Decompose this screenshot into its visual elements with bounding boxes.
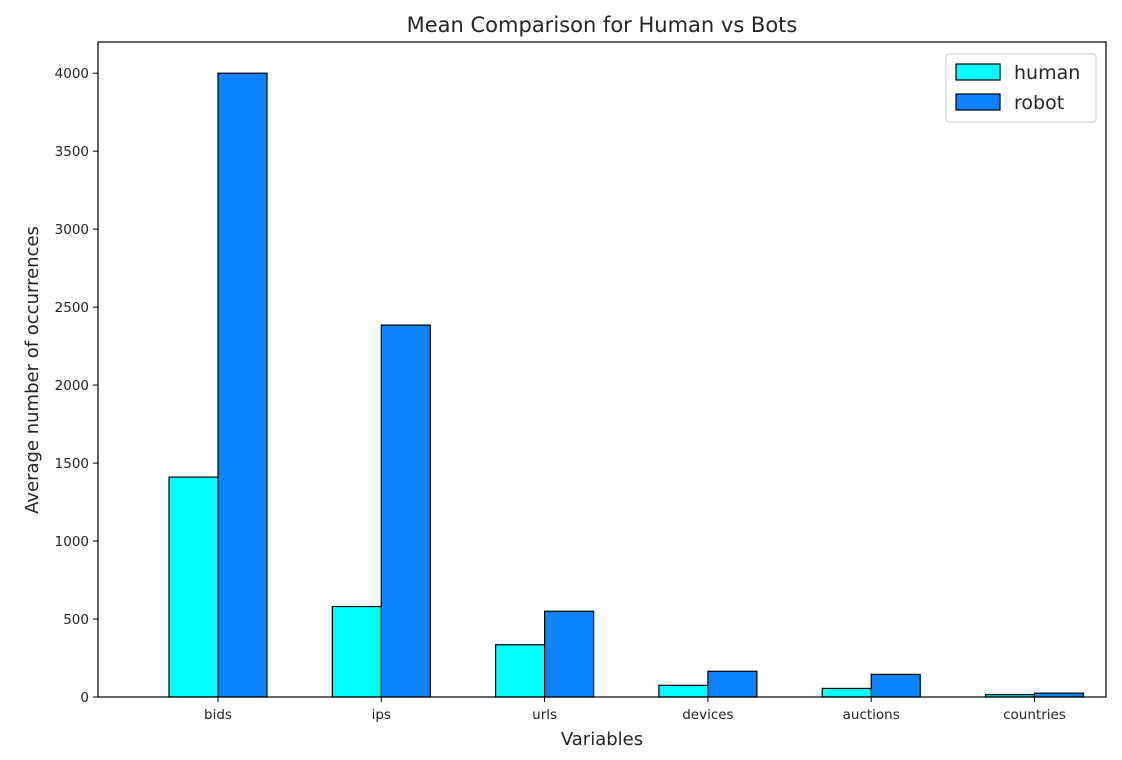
y-axis-label: Average number of occurrences [22,226,43,514]
bar-human-auctions [821,687,872,698]
legend-label-robot: robot [1014,92,1064,114]
x-axis-label: Variables [561,729,643,750]
legend: human robot [945,53,1097,123]
bar-robot-ips [380,324,431,698]
bar-robot-urls [543,610,595,698]
legend-swatch-human [955,63,1001,81]
plot-area: bids ips urls devices auctions countries 0 500 1… [55,41,1107,723]
bar-human-urls [495,644,546,698]
x-tick-label-devices: devices [682,707,733,723]
y-tick-label-3500: 3500 [55,144,89,160]
bar-robot-bids [217,72,268,698]
y-tick-label-2000: 2000 [55,378,89,394]
x-tick-label-auctions: auctions [843,707,900,723]
x-tick-label-bids: bids [204,707,232,723]
y-tick-label-1000: 1000 [55,534,89,550]
x-tick-label-countries: countries [1003,707,1066,723]
chart-title: Mean Comparison for Human vs Bots [407,13,798,37]
bar-human-ips [331,605,382,698]
y-tick-label-500: 500 [63,612,89,628]
bar-human-bids [168,476,219,698]
legend-swatch-robot [955,93,1001,111]
bar-robot-auctions [870,673,921,698]
y-tick-label-3000: 3000 [55,222,89,238]
bar-robot-devices [707,670,758,698]
y-tick-label-4000: 4000 [55,66,89,82]
bar-human-devices [658,684,709,698]
x-tick-label-ips: ips [372,707,391,723]
y-tick-label-0: 0 [80,690,89,706]
plot-frame [97,41,1107,698]
legend-label-human: human [1014,62,1080,84]
y-tick-label-1500: 1500 [55,456,89,472]
y-tick-label-2500: 2500 [55,300,89,316]
x-tick-label-urls: urls [532,707,557,723]
